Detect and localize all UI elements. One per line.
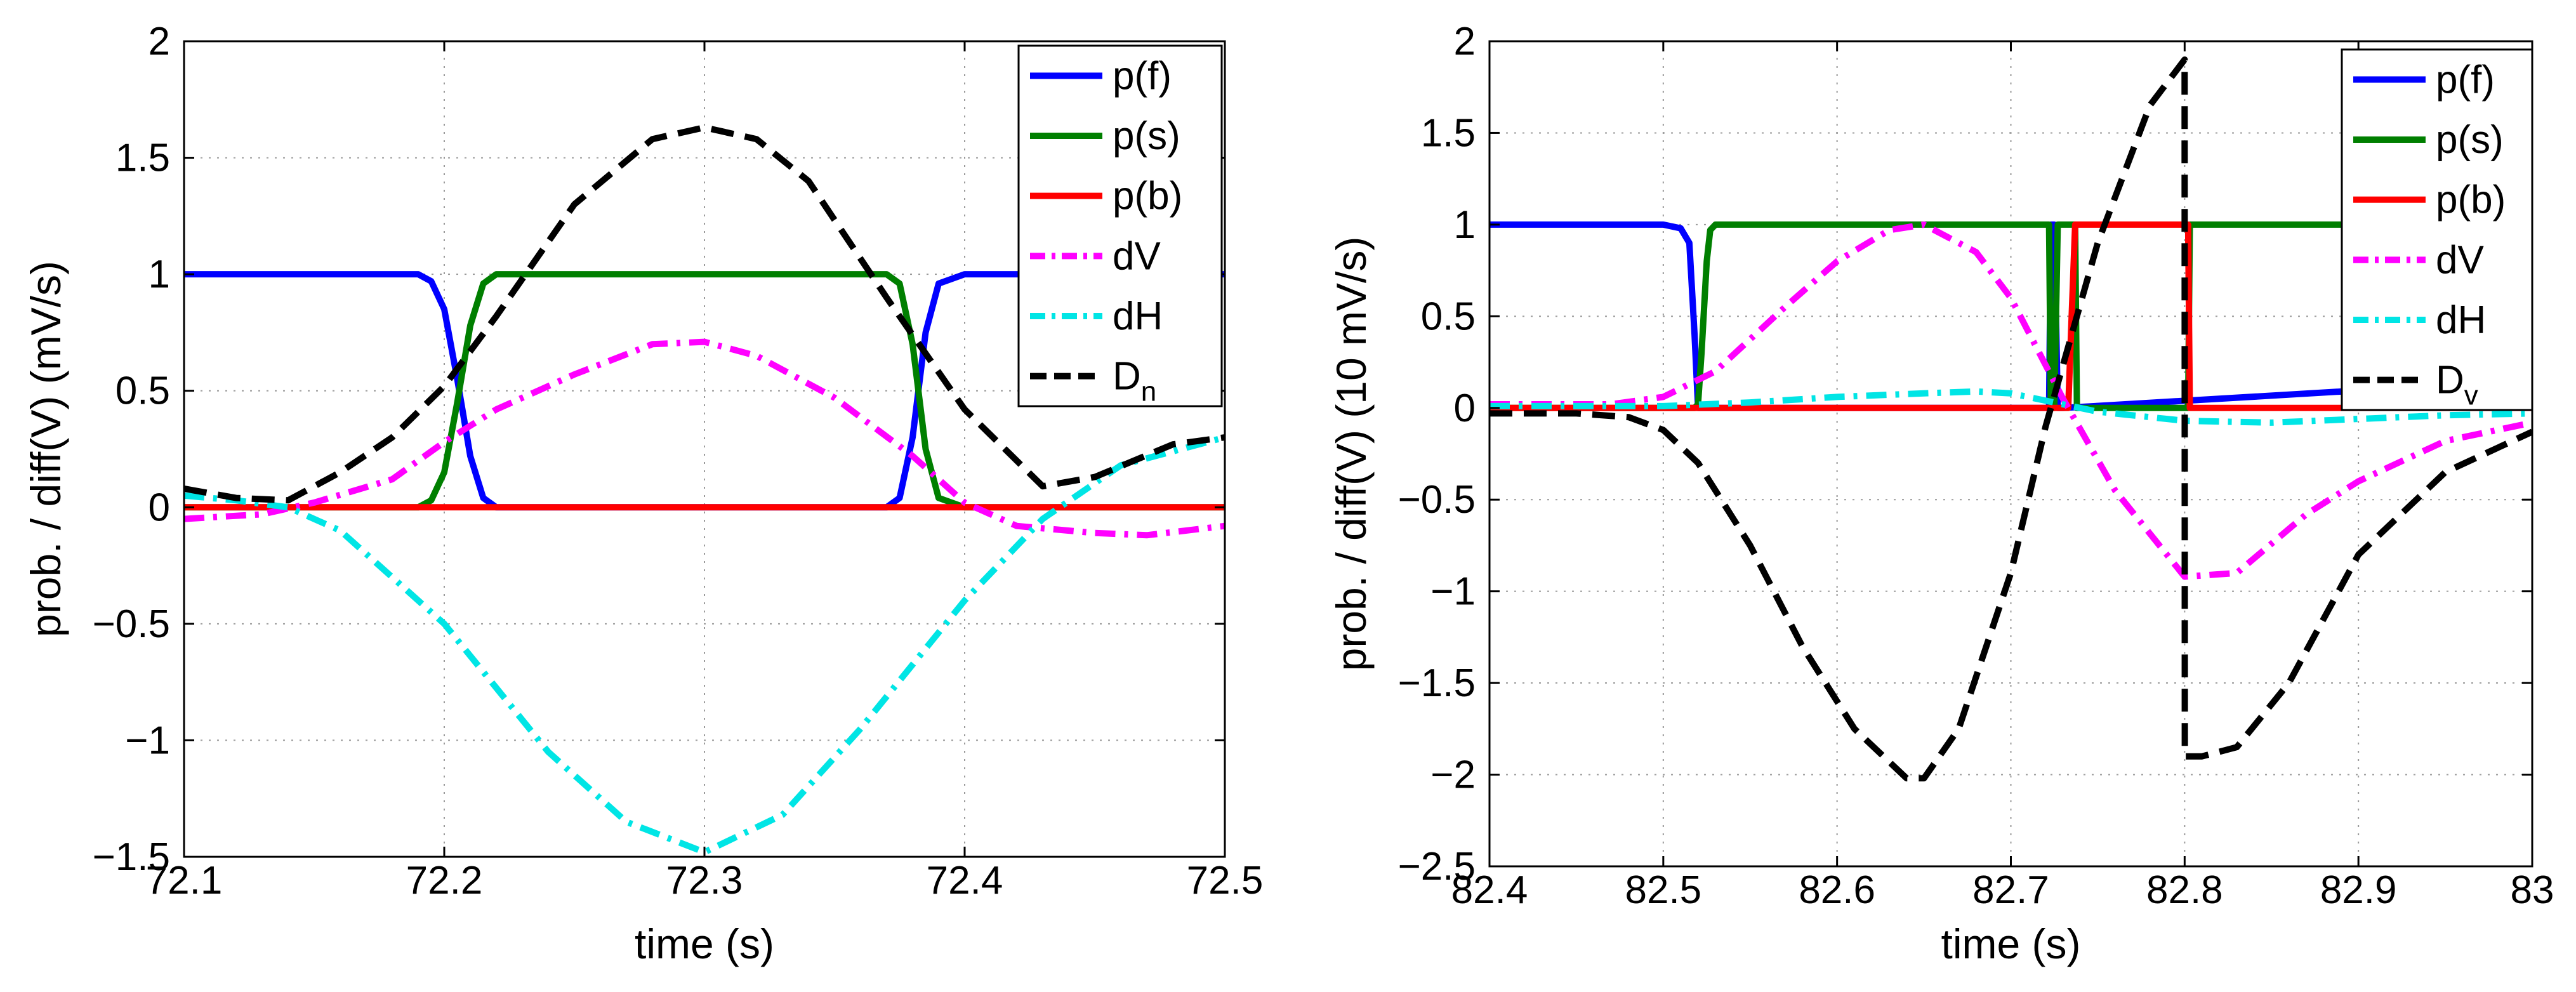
legend-label: Dv (2436, 359, 2478, 411)
series-line-d-n (184, 124, 1225, 504)
legend-label-main: dH (2436, 298, 2486, 342)
x-tick-label: 82.4 (1451, 868, 1528, 912)
series-line-dv (1489, 221, 2532, 580)
legend-label: dH (2436, 298, 2486, 342)
series-group (1489, 56, 2532, 782)
y-tick-label: −1 (125, 718, 170, 762)
legend-label-main: p(s) (1113, 114, 1180, 158)
x-tick-label: 82.5 (1625, 868, 1701, 912)
legend-label-main: dV (2436, 238, 2484, 282)
series-line-dh (1489, 388, 2532, 426)
y-axis-label: prob. / diff(V) (10 mV/s) (1328, 237, 1375, 671)
x-tick-label: 72.1 (146, 859, 223, 903)
legend-label-subscript: v (2464, 380, 2478, 411)
x-tick-label: 82.9 (2320, 868, 2397, 912)
legend-label: dV (2436, 238, 2484, 282)
x-tick-label: 82.7 (1972, 868, 2049, 912)
legend-label-main: p(f) (2436, 58, 2495, 102)
y-tick-label: 0.5 (1421, 294, 1476, 338)
legend-label: p(f) (2436, 58, 2495, 102)
legend-label: Dn (1113, 355, 1156, 407)
chart-1: 72.1 72.2 72.3 72.4 72.5 −1.5 −1 −0.5 0 0.5 1 1.5 2 t… (22, 20, 1263, 967)
series-line-dh (184, 434, 1225, 856)
y-tick-label: −1.5 (1398, 661, 1476, 705)
x-axis-label: time (s) (635, 920, 774, 967)
y-tick-label: 1 (149, 253, 170, 296)
x-tick-label: 72.2 (406, 859, 483, 903)
chart-2: 82.4 82.5 82.6 82.7 82.8 82.9 83 −2.5 −2 −1.5 −1 −0… (1328, 20, 2554, 967)
y-tick-label: 2 (1454, 20, 1476, 63)
legend-label-subscript: n (1141, 376, 1156, 407)
legend-label: dV (1113, 234, 1161, 278)
y-tick-label: −2.5 (1398, 845, 1476, 889)
y-tick-label: −0.5 (93, 602, 170, 646)
y-tick-label: −0.5 (1398, 478, 1476, 522)
x-tick-label: 72.4 (927, 859, 1003, 903)
x-axis-label: time (s) (1941, 920, 2081, 967)
x-tick-label: 72.3 (666, 859, 743, 903)
legend-label-main: D (1113, 355, 1141, 399)
legend-box (1017, 44, 1223, 407)
legend-label-main: dH (1113, 294, 1163, 338)
legend-label: p(s) (2436, 118, 2504, 162)
legend-label: p(b) (1113, 175, 1182, 218)
legend-label: p(b) (2436, 178, 2506, 222)
y-axis-label: prob. / diff(V) (mV/s) (22, 261, 69, 637)
legend-label-main: p(f) (1113, 54, 1172, 98)
y-tick-label: 0.5 (116, 369, 170, 413)
legend-label: p(s) (1113, 114, 1180, 158)
x-tick-label: 83 (2511, 868, 2554, 912)
series-line-d-v (1489, 56, 2532, 782)
legend-label-main: p(b) (2436, 178, 2506, 222)
legend-box (2341, 48, 2533, 411)
x-tick-label: 72.5 (1187, 859, 1264, 903)
legend: p(f) p(s) p(b) dV dH Dv (2341, 48, 2533, 411)
series-line-p-b- (1489, 221, 2532, 411)
y-tick-label: −2 (1430, 753, 1476, 797)
series-group (184, 124, 1225, 856)
x-tick-label: 82.8 (2146, 868, 2223, 912)
legend-label-main: dV (1113, 234, 1161, 278)
legend-label-main: p(b) (1113, 175, 1182, 218)
y-tick-label: 1 (1454, 203, 1476, 247)
series-line-dv (184, 338, 1225, 539)
legend-label-main: D (2436, 359, 2464, 402)
y-tick-label: 1.5 (1421, 111, 1476, 155)
y-tick-label: 2 (149, 20, 170, 63)
y-tick-label: −1 (1430, 570, 1476, 614)
y-tick-label: 0 (1454, 387, 1476, 430)
x-tick-label: 82.6 (1799, 868, 1875, 912)
legend: p(f) p(s) p(b) dV dH Dn (1017, 44, 1223, 407)
legend-label: p(f) (1113, 54, 1172, 98)
y-tick-label: −1.5 (93, 835, 170, 879)
legend-label: dH (1113, 294, 1163, 338)
legend-label-main: p(s) (2436, 118, 2504, 162)
y-tick-label: 0 (149, 486, 170, 529)
y-tick-label: 1.5 (116, 136, 170, 180)
series-line-p-s- (184, 271, 1225, 511)
